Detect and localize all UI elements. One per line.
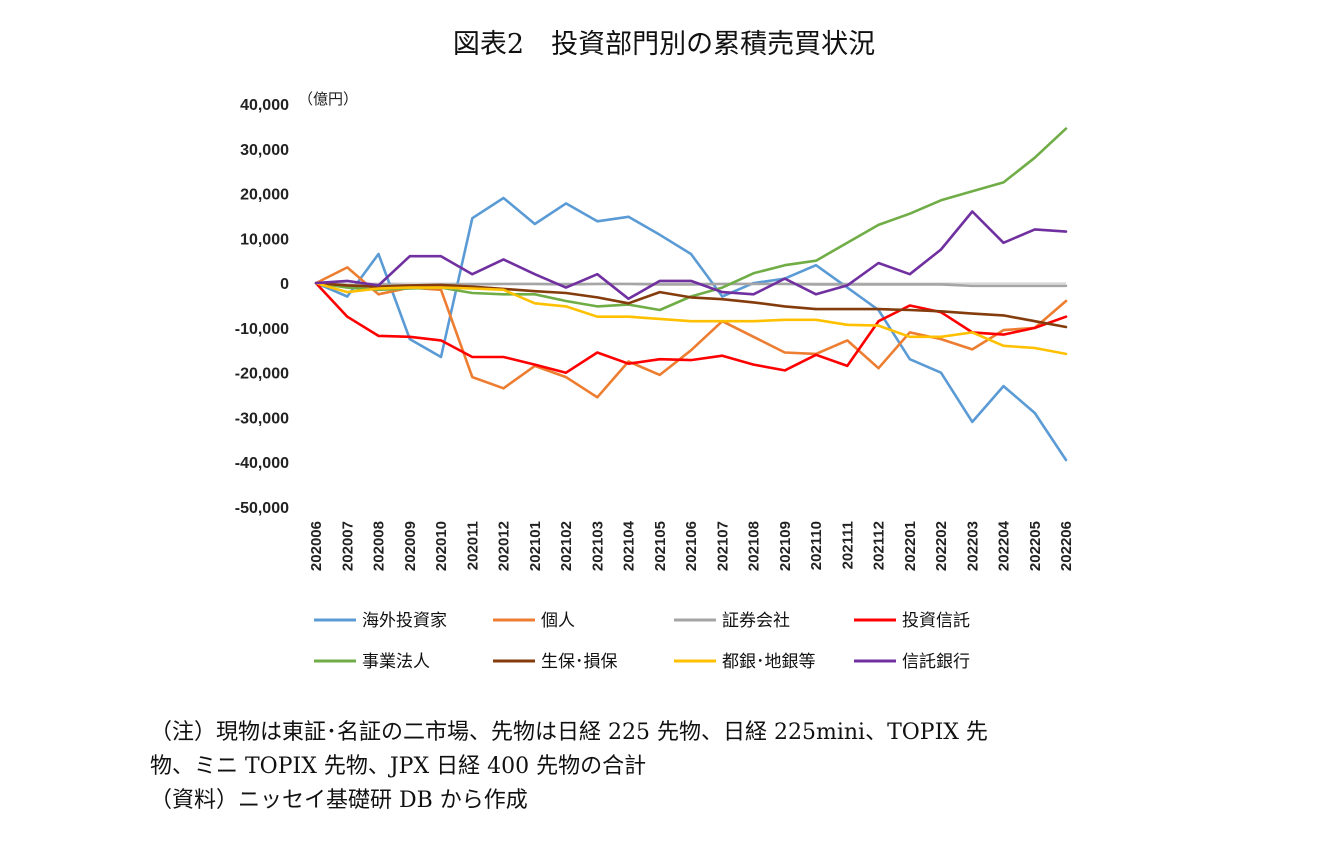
y-tick-label: -10,000	[235, 321, 289, 338]
x-tick-label: 202008	[371, 521, 388, 571]
x-tick-label: 202205	[1027, 521, 1044, 571]
note-line-1: （注）現物は東証･名証の二市場、先物は日経 225 先物、日経 225mini、…	[150, 720, 988, 745]
x-tick-label: 202112	[871, 521, 888, 570]
x-tick-label: 202010	[433, 521, 450, 571]
x-tick-label: 202007	[339, 521, 356, 571]
x-tick-label: 202103	[589, 521, 606, 571]
x-tick-label: 202009	[402, 521, 419, 571]
y-tick-label: 40,000	[240, 97, 289, 114]
x-tick-label: 202203	[964, 521, 981, 571]
y-tick-label: 10,000	[240, 231, 289, 248]
y-tick-label: 0	[280, 276, 289, 293]
x-tick-label: 202204	[996, 520, 1013, 571]
y-tick-label: -30,000	[235, 410, 289, 427]
x-tick-label: 202104	[621, 520, 638, 571]
y-tick-label: -50,000	[235, 500, 289, 517]
series-line-6	[314, 281, 1068, 356]
x-tick-label: 202201	[902, 521, 919, 571]
legend-label: 投資信託	[902, 611, 970, 631]
series-lines	[314, 127, 1068, 462]
chart-title: 図表2 投資部門別の累積売買状況	[452, 29, 876, 60]
unit-label: （億円）	[298, 90, 358, 108]
series-line-5	[314, 281, 1068, 329]
series-line-7	[314, 210, 1068, 301]
x-tick-label: 202012	[496, 521, 513, 571]
y-tick-label: -20,000	[235, 366, 289, 383]
legend-label: 生保･損保	[541, 652, 618, 672]
legend-label: 都銀･地銀等	[722, 652, 816, 672]
x-tick-label: 202107	[714, 521, 731, 571]
y-axis: 40,000 30,000 20,000 10,000 0 -10,000 -20,000 -…	[235, 97, 289, 517]
legend-label: 証券会社	[722, 611, 790, 631]
x-axis: 202006 202007 202008 202009 202010 202011 2020…	[308, 282, 1075, 571]
y-tick-label: -40,000	[235, 455, 289, 472]
y-tick-label: 20,000	[240, 187, 289, 204]
x-tick-label: 202106	[683, 521, 700, 571]
x-tick-label: 202101	[527, 521, 544, 571]
x-tick-label: 202111	[839, 521, 856, 569]
legend-label: 個人	[541, 611, 575, 631]
x-tick-label: 202011	[464, 521, 481, 570]
legend-label: 事業法人	[362, 652, 430, 672]
series-line-1	[314, 266, 1068, 399]
notes: （注）現物は東証･名証の二市場、先物は日経 225 先物、日経 225mini、…	[150, 716, 1310, 818]
x-tick-label: 202109	[777, 521, 794, 571]
x-tick-label: 202202	[933, 521, 950, 571]
legend-label: 海外投資家	[362, 611, 447, 631]
line-chart: （億円） 40,000 30,000 20,000 10,000 0 -10,000 -20…	[235, 90, 1075, 672]
note-line-3: （資料）ニッセイ基礎研 DB から作成	[150, 788, 528, 813]
legend-label: 信託銀行	[902, 652, 970, 672]
note-line-2: 物、ミニ TOPIX 先物、JPX 日経 400 先物の合計	[150, 754, 647, 779]
x-tick-label: 202006	[308, 521, 325, 571]
x-tick-label: 202108	[746, 521, 763, 571]
x-tick-label: 202105	[652, 521, 669, 571]
x-tick-label: 202102	[558, 521, 575, 571]
x-tick-label: 202110	[808, 521, 825, 570]
y-tick-label: 30,000	[240, 142, 289, 159]
series-line-0	[314, 196, 1068, 462]
x-tick-label: 202206	[1058, 521, 1075, 571]
